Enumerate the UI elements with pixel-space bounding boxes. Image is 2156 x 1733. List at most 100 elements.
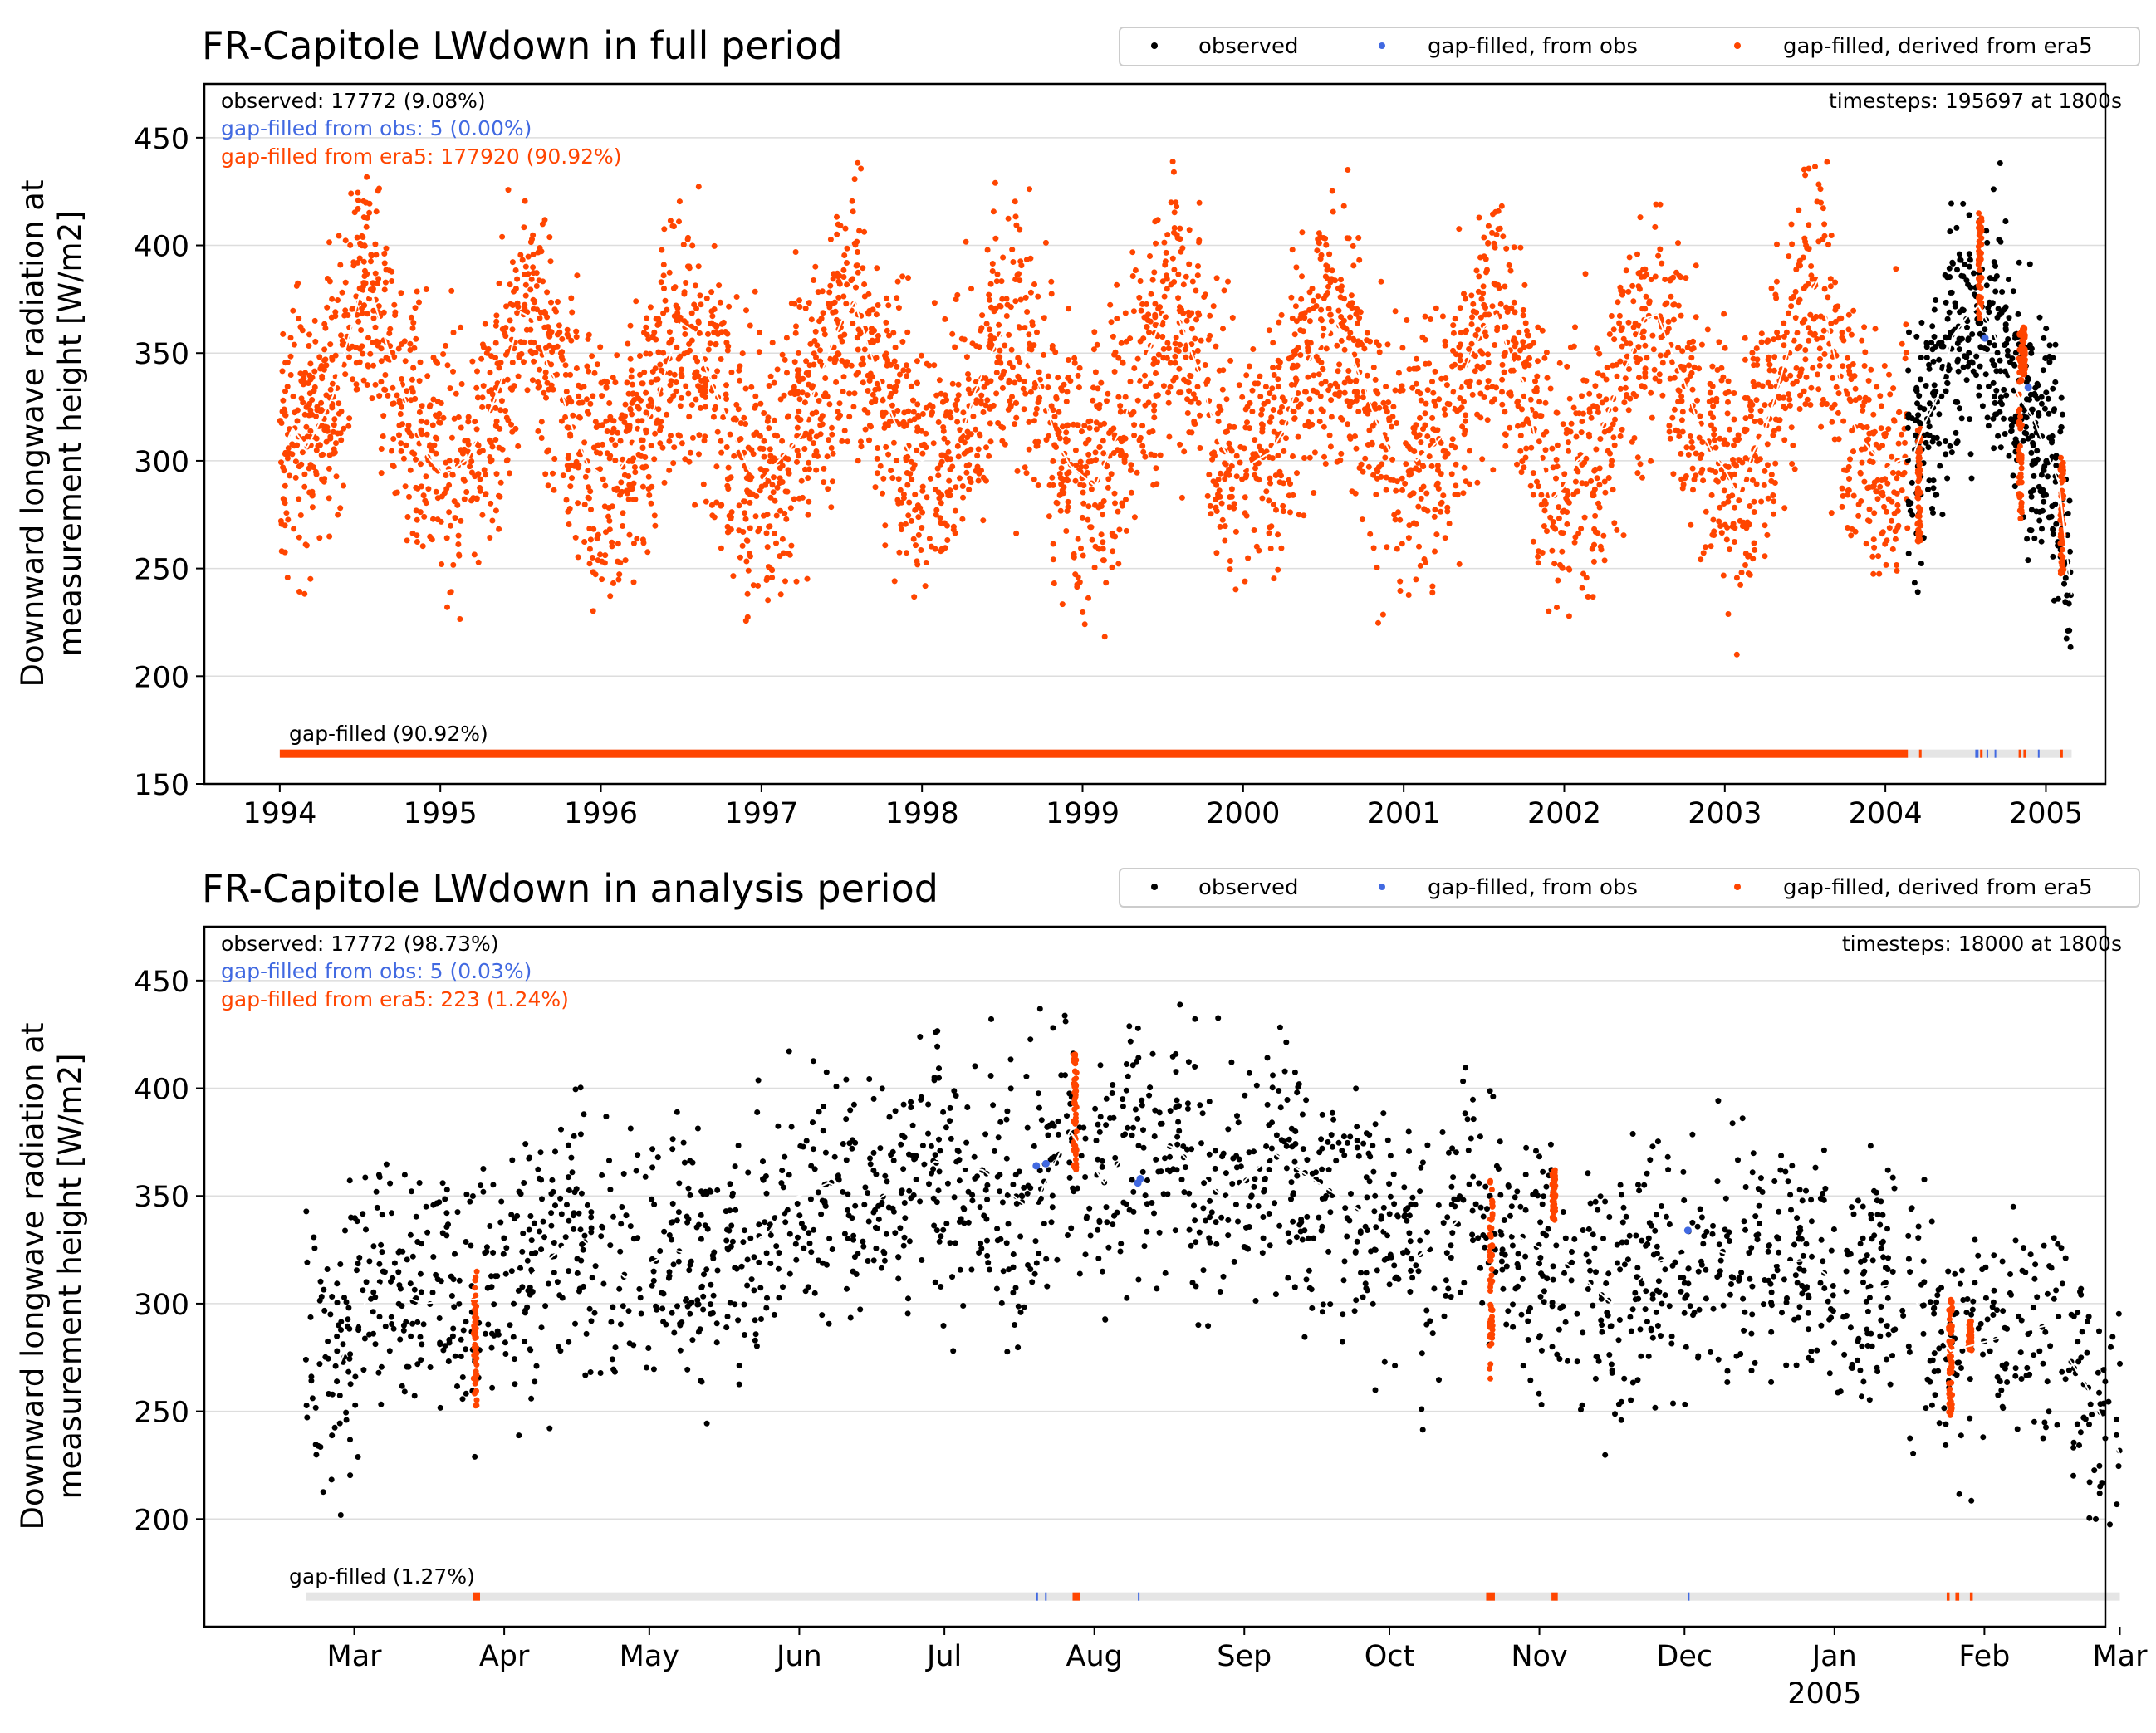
gapfill-bar-era5 bbox=[1946, 1592, 1950, 1601]
x-tick-label: Jul bbox=[925, 1640, 962, 1673]
legend: observed gap-filled, from obs gap-filled… bbox=[1119, 27, 2140, 66]
x-tick-label: 2002 bbox=[1527, 797, 1601, 830]
gapfill-bar-era5 bbox=[1980, 749, 1983, 758]
y-tick-label: 200 bbox=[134, 1504, 189, 1537]
y-tick-label: 250 bbox=[134, 1397, 189, 1430]
y-axis-label-line2: measurement height [W/m2] bbox=[52, 210, 88, 656]
gap-obs-point bbox=[1683, 1226, 1692, 1235]
era5-cluster bbox=[2057, 454, 2067, 577]
series-observed bbox=[302, 1001, 2124, 1528]
y-tick-label: 350 bbox=[134, 1181, 189, 1214]
chart-title: FR-Capitole LWdown in full period bbox=[202, 23, 843, 68]
gapfill-bar-era5 bbox=[1969, 1592, 1973, 1601]
stats-gap-era5: gap-filled from era5: 223 (1.24%) bbox=[221, 987, 569, 1011]
x-tick-label: Dec bbox=[1656, 1640, 1713, 1673]
y-tick-label: 450 bbox=[134, 123, 189, 156]
era5-cluster bbox=[1965, 1318, 1975, 1354]
x-tick-label: Sep bbox=[1217, 1640, 1272, 1673]
series-observed bbox=[1904, 160, 2075, 650]
scatter-points bbox=[277, 159, 2075, 658]
mean-line bbox=[278, 277, 2073, 595]
y-tick-label: 300 bbox=[134, 446, 189, 479]
era5-cluster bbox=[1071, 1051, 1080, 1173]
series-gap-filled-era5 bbox=[277, 159, 1911, 658]
plot-area-analysis: 200 250 300 350 400 450 Mar Apr May Jun Jul Aug Sep O… bbox=[134, 966, 2148, 1711]
y-tick-label: 400 bbox=[134, 1074, 189, 1107]
stats-gap-obs: gap-filled from obs: 5 (0.03%) bbox=[221, 959, 532, 983]
legend-marker-observed bbox=[1151, 884, 1158, 890]
gapfill-bar-obs bbox=[1036, 1592, 1038, 1601]
gap-obs-point bbox=[1032, 1162, 1041, 1170]
chart-title: FR-Capitole LWdown in analysis period bbox=[202, 866, 938, 911]
x-tick-label: Mar bbox=[327, 1640, 383, 1673]
x-tick-label: Mar bbox=[2092, 1640, 2148, 1673]
legend: observed gap-filled, from obs gap-filled… bbox=[1119, 868, 2140, 908]
stats-observed: observed: 17772 (9.08%) bbox=[221, 89, 486, 113]
gapfill-bar-era5 bbox=[2023, 749, 2026, 758]
legend-label-gap-obs: gap-filled, from obs bbox=[1428, 34, 1638, 59]
legend-label-gap-obs: gap-filled, from obs bbox=[1428, 875, 1638, 900]
gap-obs-point bbox=[2024, 384, 2032, 392]
gap-obs-point bbox=[1981, 334, 1989, 342]
x-tick-label: May bbox=[620, 1640, 679, 1673]
x-tick-label: Feb bbox=[1958, 1640, 2010, 1673]
gapfilled-label: gap-filled (90.92%) bbox=[289, 722, 488, 746]
gapfill-bar-background bbox=[306, 1592, 2120, 1601]
gapfilled-label: gap-filled (1.27%) bbox=[289, 1564, 475, 1589]
era5-cluster bbox=[1975, 210, 1985, 321]
y-tick-label: 150 bbox=[134, 769, 189, 802]
legend-marker-gap-era5 bbox=[1734, 42, 1741, 49]
mean-line bbox=[305, 1129, 2121, 1455]
y-tick-label: 250 bbox=[134, 554, 189, 587]
x-tick-label: Nov bbox=[1511, 1640, 1567, 1673]
legend-box bbox=[1119, 868, 2140, 908]
gapfill-bar-era5 bbox=[2018, 749, 2021, 758]
panel-analysis-period: FR-Capitole LWdown in analysis period ob… bbox=[15, 866, 2148, 1711]
x-tick-label: Aug bbox=[1066, 1640, 1123, 1673]
y-axis-label: Downward longwave radiation at measureme… bbox=[15, 1023, 88, 1530]
legend-label-gap-era5: gap-filled, derived from era5 bbox=[1783, 875, 2093, 900]
gapfill-bar-era5 bbox=[1551, 1592, 1558, 1601]
legend-label-observed: observed bbox=[1198, 34, 1299, 59]
x-tick-label: 1999 bbox=[1046, 797, 1120, 830]
era5-cluster bbox=[1549, 1167, 1559, 1223]
gapfill-bar-era5 bbox=[1918, 749, 1922, 758]
gapfill-bar-era5 bbox=[473, 1592, 480, 1601]
axes-frame bbox=[203, 925, 2107, 1628]
timesteps-label: timesteps: 18000 at 1800s bbox=[1842, 932, 2122, 956]
panel-full-period: FR-Capitole LWdown in full period observ… bbox=[15, 23, 2140, 830]
gapfill-bar-era5 bbox=[279, 749, 1909, 758]
stats-observed: observed: 17772 (98.73%) bbox=[221, 932, 499, 956]
legend-marker-gap-era5 bbox=[1734, 884, 1741, 890]
gapfill-bar-obs bbox=[1138, 1592, 1140, 1601]
era5-cluster bbox=[470, 1268, 480, 1409]
x-tick-label: 1995 bbox=[404, 797, 478, 830]
y-axis-label-line1: Downward longwave radiation at bbox=[15, 1023, 51, 1530]
gapfill-bar-obs bbox=[1975, 749, 1977, 758]
x-tick-label: Jan bbox=[1811, 1640, 1857, 1673]
legend-marker-gap-obs bbox=[1379, 42, 1385, 49]
era5-cluster bbox=[1914, 425, 1924, 545]
gapfill-bar-obs bbox=[1045, 1592, 1047, 1601]
x-tick-label: 2000 bbox=[1206, 797, 1280, 830]
gapfill-bar-obs bbox=[1986, 749, 1988, 758]
gapfill-bar-era5 bbox=[2060, 749, 2063, 758]
plot-area-full: 150 200 250 300 350 400 450 1994 1995 1996 1997 199… bbox=[134, 123, 2105, 830]
gapfill-bar-obs bbox=[2037, 749, 2040, 758]
y-tick-label: 300 bbox=[134, 1289, 189, 1322]
scatter-points bbox=[302, 1001, 2124, 1528]
gapfill-bar-obs bbox=[1994, 749, 1997, 758]
y-tick-label: 450 bbox=[134, 966, 189, 999]
era5-cluster bbox=[2019, 324, 2028, 378]
legend-box bbox=[1119, 27, 2140, 66]
gap-obs-point bbox=[1136, 1174, 1144, 1182]
gapfill-bar-era5 bbox=[1486, 1592, 1495, 1601]
y-tick-label: 200 bbox=[134, 661, 189, 694]
x-tick-label: 2005 bbox=[2009, 797, 2083, 830]
stats-gap-obs: gap-filled from obs: 5 (0.00%) bbox=[221, 116, 532, 140]
axes-frame bbox=[203, 82, 2107, 786]
x-tick-label: Apr bbox=[479, 1640, 530, 1673]
gapfill-bar-era5 bbox=[1072, 1592, 1080, 1601]
x-tick-label: 2004 bbox=[1849, 797, 1923, 830]
